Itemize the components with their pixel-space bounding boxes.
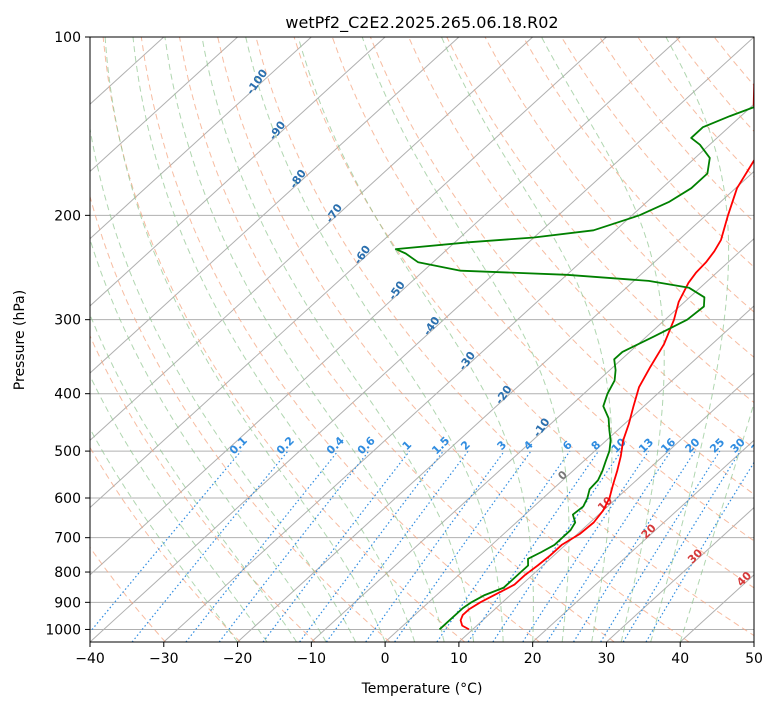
dry-adiabat-280	[102, 37, 466, 642]
dry-adiabat-320	[255, 37, 754, 637]
x-tick-label-30: 30	[598, 651, 616, 667]
isotherm--100	[90, 37, 312, 240]
isotherm-30	[606, 506, 754, 642]
dry-adiabat-340	[331, 37, 754, 542]
moist-adiabat-32	[541, 37, 665, 642]
y-tick-label-100: 100	[54, 30, 81, 46]
isotherm-0	[384, 305, 754, 642]
dry-adiabat-370	[446, 37, 754, 404]
dry-adiabat-290	[140, 37, 540, 642]
isotherm--80	[90, 37, 460, 374]
x-tick-label--40: −40	[75, 651, 105, 667]
isotherm--40	[90, 37, 754, 642]
moist-adiabat--20	[90, 427, 238, 642]
y-axis-label: Pressure (hPa)	[12, 290, 28, 390]
isotherm--110	[90, 37, 238, 173]
mixing-ratio-line-1	[131, 450, 289, 642]
mixing-ratio-line-16	[622, 450, 741, 642]
y-axis-ticks: 1000 900 800 700 600 500 400 300 200 100	[45, 30, 90, 638]
isotherm--60	[90, 37, 607, 509]
mixing-ratio-label-17: 36	[749, 435, 769, 455]
dry-adiabat-350	[369, 37, 754, 495]
mixing-ratio-line-13	[546, 450, 672, 642]
y-tick-label-700: 700	[54, 531, 81, 547]
dry-adiabat-360	[408, 37, 754, 449]
isotherm--10	[310, 237, 754, 642]
y-tick-label-900: 900	[54, 595, 81, 611]
moist-adiabat--8	[90, 237, 327, 642]
dry-adiabat-380	[484, 37, 754, 358]
mixing-ratio-line-8	[394, 450, 532, 642]
mixing-ratio-line-10	[467, 450, 599, 642]
mixing-ratio-line-0	[90, 450, 242, 633]
moist-adiabat--4	[90, 125, 357, 642]
mixing-ratio-line-12	[522, 450, 650, 642]
dry-adiabat-310	[217, 37, 690, 642]
y-tick-label-200: 200	[54, 208, 81, 224]
moist-adiabat-16	[245, 37, 504, 642]
chart-title: wetPf2_C2E2.2025.265.06.18.R02	[285, 13, 558, 33]
x-tick-label--10: −10	[297, 651, 327, 667]
x-tick-label-50: 50	[745, 651, 763, 667]
x-tick-label-40: 40	[671, 651, 689, 667]
x-tick-label-20: 20	[524, 651, 542, 667]
dry-adiabat-270	[90, 194, 391, 642]
x-tick-label-0: 0	[381, 651, 390, 667]
y-tick-label-500: 500	[54, 444, 81, 460]
dewpoint-line	[394, 106, 754, 631]
x-axis-label: Temperature (°C)	[361, 681, 483, 697]
moist-adiabat-36	[650, 37, 730, 642]
isotherm-20	[532, 439, 754, 642]
y-tick-label-300: 300	[54, 313, 81, 329]
moist-adiabat-0	[104, 37, 386, 642]
mixing-ratio-line-2	[185, 450, 339, 642]
temperature-line	[459, 82, 754, 631]
mixing-ratio-line-14	[572, 450, 696, 642]
moist-adiabat-40	[679, 401, 754, 642]
background-lines	[90, 37, 754, 642]
plot-frame	[89, 36, 755, 643]
dry-adiabat-390	[522, 37, 754, 313]
y-tick-label-1000: 1000	[45, 622, 81, 638]
x-axis-ticks: −40 −30 −20 −10 0 10 20 30 40 50	[75, 642, 763, 667]
moist-adiabat-24	[361, 37, 570, 642]
dry-adiabat-300	[179, 37, 615, 642]
y-tick-label-800: 800	[54, 565, 81, 581]
moist-adiabat--16	[90, 374, 268, 642]
y-tick-label-400: 400	[54, 387, 81, 403]
sounding-profiles	[394, 82, 754, 631]
moist-adiabat-28	[441, 37, 613, 642]
isotherm--30	[163, 103, 754, 642]
moist-adiabat-20	[297, 37, 534, 642]
moist-adiabat--12	[90, 313, 298, 642]
mixing-ratio-line-11	[492, 450, 622, 642]
moist-adiabat-8	[164, 37, 445, 642]
moist-adiabat-4	[132, 37, 416, 642]
isotherm--50	[90, 37, 681, 576]
x-tick-label-10: 10	[450, 651, 468, 667]
moist-adiabat-12	[201, 37, 475, 642]
x-tick-label--30: −30	[149, 651, 179, 667]
isotherm--20	[237, 170, 754, 642]
mixing-ratio-line-9	[436, 450, 571, 642]
isotherm--90	[90, 37, 386, 307]
isotherm--70	[90, 37, 534, 442]
y-tick-label-600: 600	[54, 491, 81, 507]
x-tick-label--20: −20	[223, 651, 253, 667]
mixing-ratio-line-5	[299, 450, 444, 642]
mixing-ratio-line-7	[365, 450, 505, 642]
dry-adiabat-240	[90, 546, 166, 642]
mixing-ratio-line-6	[325, 450, 469, 642]
